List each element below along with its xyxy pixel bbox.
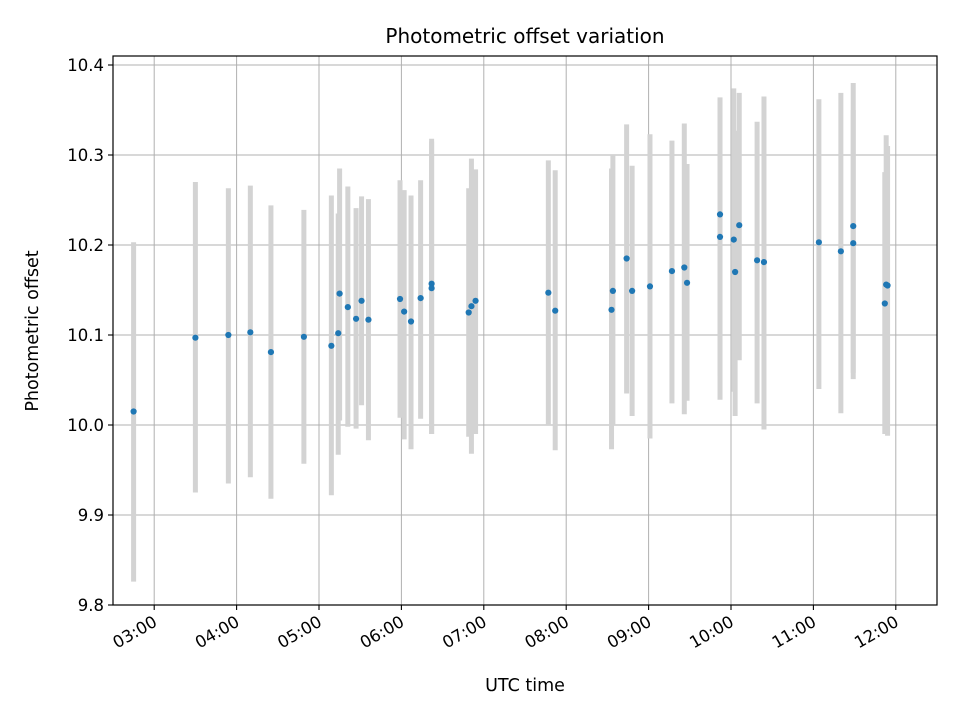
y-tick-label: 10.4	[67, 56, 104, 75]
data-point	[472, 297, 479, 304]
y-tick-label: 9.8	[78, 596, 104, 615]
data-point	[465, 309, 472, 316]
data-point	[130, 408, 137, 415]
data-point	[609, 287, 616, 294]
data-point	[683, 279, 691, 286]
data-point	[815, 239, 822, 246]
data-point	[247, 329, 254, 336]
data-point	[552, 307, 559, 314]
y-axis-title: Photometric offset	[23, 250, 43, 411]
data-point	[358, 297, 365, 304]
data-point	[753, 257, 761, 264]
data-point	[681, 264, 688, 271]
data-point	[730, 236, 737, 243]
data-point	[716, 233, 724, 240]
y-tick-label: 10.1	[67, 326, 104, 345]
data-point	[629, 287, 636, 294]
data-point	[623, 255, 630, 262]
data-point	[608, 306, 615, 313]
data-point	[428, 280, 435, 287]
data-points	[130, 211, 891, 415]
data-point	[417, 295, 424, 302]
data-point	[336, 290, 343, 297]
data-point	[884, 282, 891, 289]
y-tick-label: 10.2	[67, 236, 104, 255]
data-point	[335, 330, 342, 337]
data-point	[352, 315, 360, 322]
data-point	[736, 222, 743, 229]
data-point	[668, 268, 676, 275]
data-point	[344, 304, 351, 311]
chart-title: Photometric offset variation	[385, 24, 664, 48]
data-point	[850, 240, 857, 247]
data-point	[300, 333, 307, 340]
data-point	[716, 211, 724, 218]
data-point	[192, 334, 199, 341]
data-point	[732, 268, 739, 276]
data-point	[545, 289, 552, 296]
data-point	[396, 295, 404, 303]
data-point	[850, 223, 857, 230]
plot-frame	[112, 55, 938, 606]
data-point	[225, 331, 232, 339]
y-tick-label: 9.9	[78, 506, 104, 525]
data-point	[837, 248, 844, 255]
data-point	[646, 283, 654, 290]
data-point	[428, 285, 435, 292]
data-point	[881, 300, 888, 307]
data-point	[468, 303, 475, 310]
data-point	[760, 259, 768, 266]
y-tick-label: 10.3	[67, 146, 104, 165]
y-tick-label: 10.0	[67, 416, 104, 435]
data-point	[401, 308, 408, 315]
x-axis-title: UTC time	[485, 676, 565, 696]
data-point	[328, 342, 335, 349]
data-point	[267, 349, 275, 356]
data-point	[407, 318, 415, 325]
data-point	[365, 316, 372, 323]
